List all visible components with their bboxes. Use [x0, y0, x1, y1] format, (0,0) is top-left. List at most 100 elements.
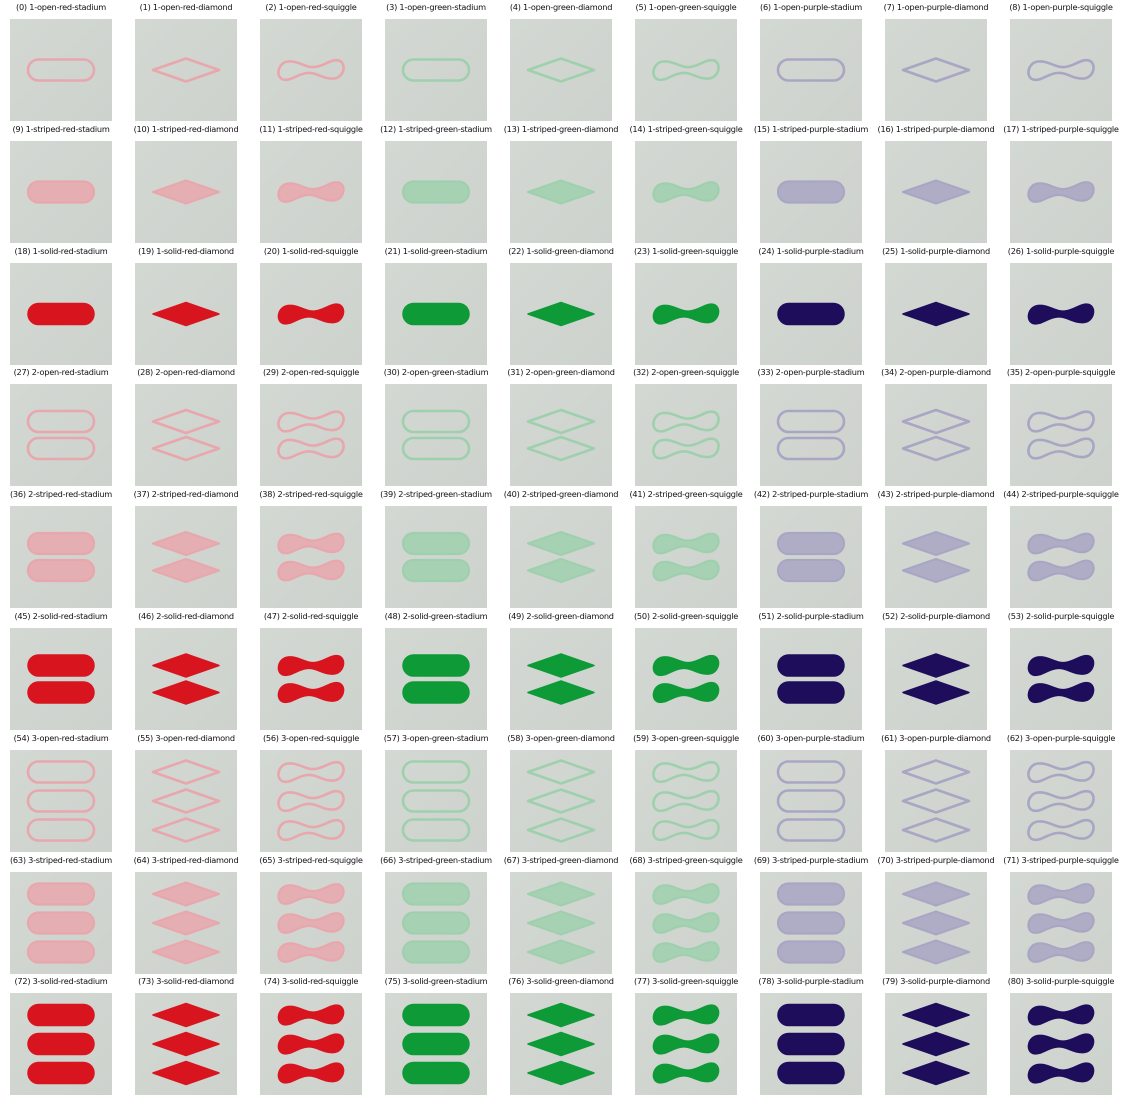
card-cell: (46) 2-solid-red-diamond [125, 609, 247, 730]
squiggle-symbol [652, 532, 720, 555]
squiggle-symbol [652, 180, 720, 203]
squiggle-symbol [1027, 911, 1095, 934]
stadium-symbol [401, 881, 471, 906]
card-caption: (50) 2-solid-green-squiggle [633, 611, 739, 621]
card-svg [260, 628, 362, 730]
stadium-symbol [401, 910, 471, 935]
card-caption: (62) 3-open-purple-squiggle [1006, 732, 1116, 743]
card-caption: (80) 3-solid-purple-squiggle [1007, 976, 1115, 987]
squiggle-symbol [277, 789, 345, 812]
card-caption: (71) 3-striped-purple-squiggle [1003, 854, 1119, 865]
card-svg [760, 384, 862, 487]
card-caption: (43) 2-striped-purple-diamond [877, 489, 995, 500]
card-caption: (25) 1-solid-purple-diamond [882, 245, 990, 256]
card-caption: (27) 2-open-red-stadium [13, 367, 109, 378]
card-cell: (60) 3-open-purple-stadium [750, 731, 872, 852]
card-caption: (22) 1-solid-green-diamond [508, 245, 614, 256]
card-caption: (14) 1-striped-green-squiggle [629, 123, 743, 134]
stadium-symbol [27, 681, 95, 704]
diamond-symbol [901, 531, 971, 557]
diamond-symbol [152, 1003, 220, 1028]
card-svg [10, 628, 112, 730]
card-svg [510, 628, 612, 730]
card-svg [885, 384, 987, 487]
stadium-symbol [776, 881, 846, 906]
squiggle-symbol [1027, 437, 1095, 461]
card-svg [385, 140, 487, 243]
card-svg [635, 19, 737, 121]
diamond-symbol [901, 758, 971, 785]
card-background [760, 19, 862, 121]
card-image [510, 384, 612, 487]
card-caption: (72) 3-solid-red-stadium [14, 976, 108, 987]
card-caption: (5) 1-open-green-squiggle [635, 2, 737, 12]
card-image [760, 749, 862, 852]
stadium-symbol [776, 180, 846, 204]
squiggle-symbol [277, 818, 345, 841]
card-caption: (21) 1-solid-green-stadium [384, 245, 488, 256]
card-cell: (38) 2-striped-red-squiggle [250, 487, 372, 609]
diamond-symbol [152, 1061, 220, 1086]
diamond-symbol [151, 787, 221, 814]
card-svg [635, 262, 737, 365]
squiggle-symbol [652, 940, 720, 963]
card-background [760, 628, 862, 730]
card-image [1010, 506, 1112, 609]
squiggle-symbol [1027, 1004, 1095, 1026]
card-cell: (80) 3-solid-purple-squiggle [1000, 974, 1122, 1096]
card-svg [510, 384, 612, 487]
card-svg [760, 993, 862, 1096]
card-svg [1010, 871, 1112, 974]
card-caption: (48) 2-solid-green-stadium [384, 611, 488, 621]
stadium-symbol [777, 681, 845, 704]
card-caption: (49) 2-solid-green-diamond [508, 611, 614, 621]
card-image [635, 19, 737, 121]
stadium-symbol [402, 302, 470, 325]
card-background [510, 506, 612, 609]
card-svg [635, 384, 737, 487]
squiggle-symbol [277, 437, 345, 461]
diamond-symbol [527, 680, 595, 705]
card-background [635, 628, 737, 730]
card-svg [510, 506, 612, 609]
card-image [385, 19, 487, 121]
card-cell: (15) 1-striped-purple-stadium [750, 122, 872, 243]
card-svg [135, 506, 237, 609]
diamond-symbol [901, 179, 971, 205]
card-svg [10, 19, 112, 121]
card-image [135, 506, 237, 609]
diamond-symbol [151, 816, 221, 843]
card-caption: (32) 2-open-green-squiggle [633, 367, 739, 378]
card-cell: (62) 3-open-purple-squiggle [1000, 731, 1122, 852]
card-background [1010, 506, 1112, 609]
card-image [260, 506, 362, 609]
card-svg [635, 749, 737, 852]
card-svg [1010, 19, 1112, 121]
card-cell: (77) 3-solid-green-squiggle [625, 974, 747, 1096]
card-caption: (16) 1-striped-purple-diamond [877, 123, 995, 134]
card-background [385, 19, 487, 121]
card-cell: (36) 2-striped-red-stadium [0, 487, 122, 609]
card-background [10, 506, 112, 609]
stadium-symbol [27, 1062, 95, 1085]
card-image [10, 384, 112, 487]
card-caption: (24) 1-solid-purple-stadium [758, 245, 864, 256]
card-background [635, 749, 737, 852]
squiggle-symbol [1027, 559, 1095, 582]
card-image [260, 140, 362, 243]
card-caption: (0) 1-open-red-stadium [16, 2, 106, 12]
card-image [1010, 384, 1112, 487]
squiggle-symbol [652, 437, 720, 461]
card-cell: (1) 1-open-red-diamond [125, 0, 247, 121]
stadium-symbol [27, 302, 95, 325]
card-background [760, 749, 862, 852]
card-svg [1010, 140, 1112, 243]
squiggle-symbol [277, 882, 345, 905]
card-image [385, 140, 487, 243]
card-cell: (39) 2-striped-green-stadium [375, 487, 497, 609]
squiggle-symbol [652, 410, 720, 434]
squiggle-symbol [1027, 789, 1095, 812]
squiggle-symbol [652, 681, 720, 704]
card-cell: (64) 3-striped-red-diamond [125, 853, 247, 974]
stadium-symbol [402, 681, 470, 704]
